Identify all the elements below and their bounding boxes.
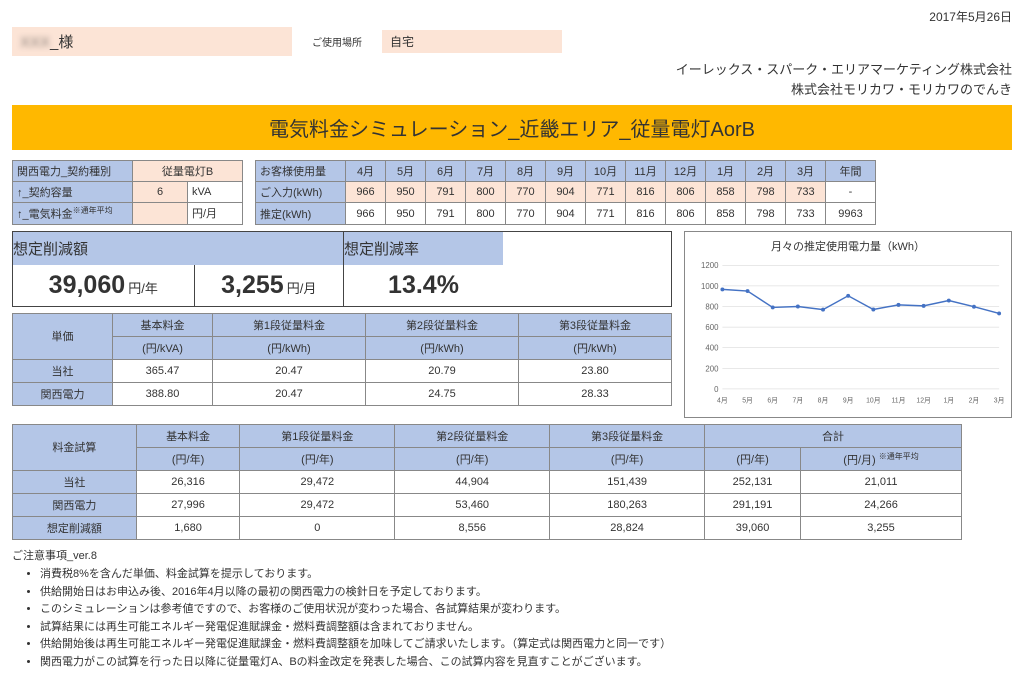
svg-text:6月: 6月 bbox=[767, 396, 778, 404]
location-label: ご使用場所 bbox=[312, 34, 362, 49]
svg-text:1000: 1000 bbox=[701, 282, 719, 291]
summary-box: 想定削減額 39,060 円/年 3,255 円/月 想定削減率 13.4% bbox=[12, 231, 672, 307]
svg-text:12月: 12月 bbox=[916, 396, 931, 404]
calculation-table: 料金試算基本料金第1段従量料金第2段従量料金第3段従量料金合計(円/年)(円/年… bbox=[12, 424, 962, 541]
svg-text:11月: 11月 bbox=[891, 396, 905, 404]
notes-section: ご注意事項_ver.8 消費税8%を含んだ単価、料金試算を提示しております。供給… bbox=[12, 548, 1012, 671]
page-title: 電気料金シミュレーション_近畿エリア_従量電灯AorB bbox=[12, 105, 1012, 150]
customer-name: XXX_様 bbox=[12, 27, 292, 56]
svg-text:1月: 1月 bbox=[943, 396, 954, 404]
location-value: 自宅 bbox=[382, 30, 562, 53]
svg-text:1200: 1200 bbox=[701, 261, 719, 270]
svg-text:9月: 9月 bbox=[843, 396, 854, 404]
svg-text:600: 600 bbox=[705, 323, 719, 332]
usage-table: お客様使用量4月5月6月7月8月9月10月11月12月1月2月3月年間ご入力(k… bbox=[255, 160, 876, 225]
svg-text:5月: 5月 bbox=[742, 396, 753, 404]
svg-text:10月: 10月 bbox=[866, 396, 881, 404]
company-names: イーレックス・スパーク・エリアマーケティング株式会社 株式会社モリカワ・モリカワ… bbox=[12, 60, 1012, 99]
contract-table: 関西電力_契約種別従量電灯B ↑_契約容量6kVA ↑_電気料金※通年平均円/月 bbox=[12, 160, 243, 225]
svg-text:3月: 3月 bbox=[994, 396, 1005, 404]
customer-row: XXX_様 ご使用場所 自宅 bbox=[12, 27, 1012, 56]
svg-text:7月: 7月 bbox=[793, 396, 804, 404]
unit-price-table: 単価基本料金第1段従量料金第2段従量料金第3段従量料金(円/kVA)(円/kWh… bbox=[12, 313, 672, 406]
svg-text:0: 0 bbox=[714, 385, 719, 394]
svg-text:4月: 4月 bbox=[717, 396, 728, 404]
svg-text:400: 400 bbox=[705, 343, 719, 352]
svg-text:2月: 2月 bbox=[969, 396, 980, 404]
usage-chart: 月々の推定使用電力量（kWh） 0200400600800100012004月5… bbox=[684, 231, 1012, 418]
document-date: 2017年5月26日 bbox=[12, 8, 1012, 25]
svg-text:800: 800 bbox=[705, 302, 719, 311]
svg-text:8月: 8月 bbox=[818, 396, 829, 404]
svg-text:200: 200 bbox=[705, 364, 719, 373]
